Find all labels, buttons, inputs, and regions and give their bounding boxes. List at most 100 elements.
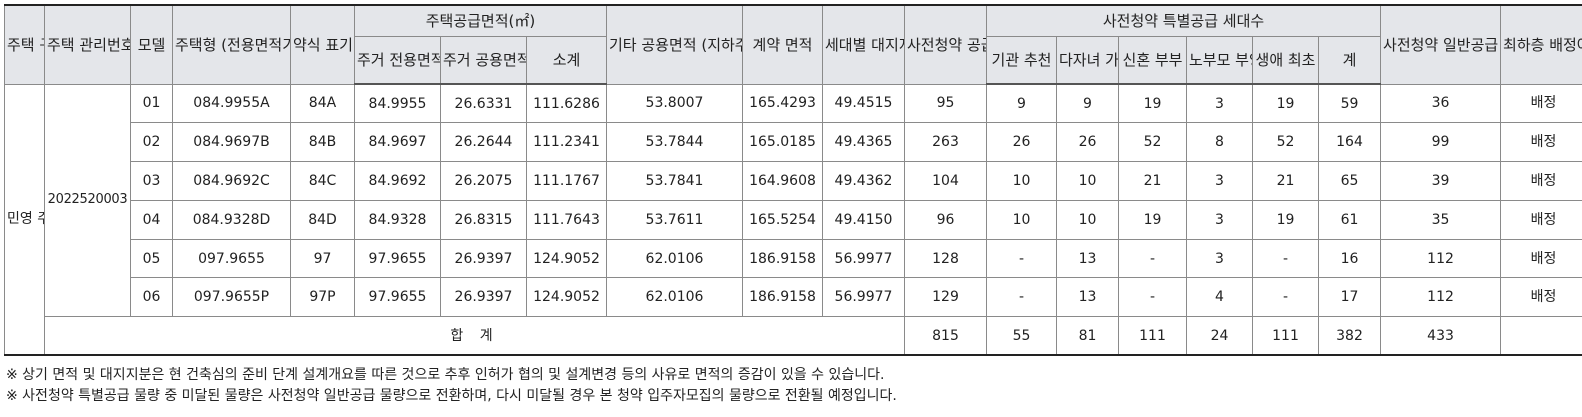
agency-cell: 10 bbox=[986, 199, 1057, 240]
footnotes: ※ 상기 면적 및 대지지분은 현 건축심의 준비 단계 설계개요를 따른 것으… bbox=[6, 365, 897, 407]
col-abbr: 약식 표기 bbox=[290, 4, 355, 85]
general-cell: 35 bbox=[1380, 199, 1502, 240]
col-lowest-floor: 최하층 배정여부 bbox=[1500, 4, 1582, 85]
total-agency: 55 bbox=[986, 316, 1057, 356]
col-subtotal: 소계 bbox=[526, 35, 607, 85]
contract-cell: 165.0185 bbox=[742, 122, 823, 163]
multi-cell: 13 bbox=[1056, 238, 1119, 279]
excl-cell: 84.9328 bbox=[354, 199, 441, 240]
newlywed-cell: 19 bbox=[1118, 199, 1187, 240]
col-housing-type: 주택 구분 bbox=[4, 4, 45, 85]
agency-cell: 26 bbox=[986, 122, 1057, 163]
col-pre-supply: 사전청약 공급 세대수 bbox=[904, 4, 987, 85]
other-cell: 53.7611 bbox=[606, 199, 743, 240]
supply-cell: 104 bbox=[904, 161, 987, 201]
abbr-cell: 84C bbox=[290, 161, 355, 201]
sum-cell: 16 bbox=[1317, 238, 1382, 279]
agency-cell: - bbox=[986, 277, 1057, 318]
supply-cell: 129 bbox=[904, 277, 987, 318]
model-cell: 02 bbox=[130, 122, 173, 163]
col-newlywed: 신혼 부부 bbox=[1118, 35, 1187, 85]
model-cell: 01 bbox=[130, 83, 173, 124]
general-cell: 36 bbox=[1380, 83, 1502, 124]
general-cell: 112 bbox=[1380, 277, 1502, 318]
common-cell: 26.8315 bbox=[440, 199, 527, 240]
supply-cell: 128 bbox=[904, 238, 987, 279]
lowest-cell: 배정 bbox=[1500, 277, 1582, 318]
lowest-cell: 배정 bbox=[1500, 199, 1582, 240]
form-cell: 084.9692C bbox=[172, 161, 291, 201]
supply-cell: 96 bbox=[904, 199, 987, 240]
abbr-cell: 84B bbox=[290, 122, 355, 163]
col-res-exclusive: 주거 전용면적 bbox=[354, 35, 441, 85]
form-cell: 097.9655P bbox=[172, 277, 291, 318]
sum-cell: 17 bbox=[1317, 277, 1382, 318]
elderly-cell: 3 bbox=[1186, 238, 1253, 279]
total-supply: 815 bbox=[904, 316, 987, 356]
total-sum: 382 bbox=[1317, 316, 1382, 356]
elderly-cell: 3 bbox=[1186, 199, 1253, 240]
col-supply-area: 주택공급면적(㎡) bbox=[354, 4, 607, 37]
form-cell: 097.9655 bbox=[172, 238, 291, 279]
supply-cell: 95 bbox=[904, 83, 987, 124]
col-general-supply: 사전청약 일반공급 세대수 bbox=[1380, 4, 1502, 85]
col-contract-area: 계약 면적 bbox=[742, 4, 823, 85]
land-cell: 56.9977 bbox=[822, 277, 905, 318]
col-agency: 기관 추천 bbox=[986, 35, 1057, 85]
total-label: 합 계 bbox=[44, 316, 905, 356]
table-row: 05 097.9655 97 97.9655 26.9397 124.9052 … bbox=[5, 238, 1582, 279]
newlywed-cell: 21 bbox=[1118, 161, 1187, 201]
newlywed-cell: - bbox=[1118, 238, 1187, 279]
multi-cell: 10 bbox=[1056, 199, 1119, 240]
total-elderly: 24 bbox=[1186, 316, 1253, 356]
subtotal-cell: 111.7643 bbox=[526, 199, 607, 240]
multi-cell: 10 bbox=[1056, 161, 1119, 201]
col-elderly: 노부모 부양 bbox=[1186, 35, 1253, 85]
contract-cell: 164.9608 bbox=[742, 161, 823, 201]
common-cell: 26.2075 bbox=[440, 161, 527, 201]
land-cell: 49.4150 bbox=[822, 199, 905, 240]
col-multi-child: 다자녀 가구 bbox=[1056, 35, 1119, 85]
first-cell: - bbox=[1252, 238, 1319, 279]
subtotal-cell: 111.2341 bbox=[526, 122, 607, 163]
form-cell: 084.9328D bbox=[172, 199, 291, 240]
multi-cell: 9 bbox=[1056, 83, 1119, 124]
col-housing-form: 주택형 (전용면적기준) bbox=[172, 4, 291, 85]
lowest-cell: 배정 bbox=[1500, 122, 1582, 163]
other-cell: 53.8007 bbox=[606, 83, 743, 124]
excl-cell: 84.9692 bbox=[354, 161, 441, 201]
general-cell: 99 bbox=[1380, 122, 1502, 163]
col-special-supply: 사전청약 특별공급 세대수 bbox=[985, 4, 1382, 37]
footnote: ※ 상기 면적 및 대지지분은 현 건축심의 준비 단계 설계개요를 따른 것으… bbox=[6, 367, 885, 383]
common-cell: 26.9397 bbox=[440, 238, 527, 279]
land-cell: 49.4362 bbox=[822, 161, 905, 201]
col-first-time: 생애 최초 bbox=[1252, 35, 1319, 85]
general-cell: 112 bbox=[1380, 238, 1502, 279]
lowest-cell: 배정 bbox=[1500, 161, 1582, 201]
newlywed-cell: - bbox=[1118, 277, 1187, 318]
subtotal-cell: 111.1767 bbox=[526, 161, 607, 201]
sum-cell: 164 bbox=[1317, 122, 1382, 163]
lowest-cell: 배정 bbox=[1500, 238, 1582, 279]
contract-cell: 186.9158 bbox=[742, 277, 823, 318]
subtotal-cell: 111.6286 bbox=[526, 83, 607, 124]
table-row: 민영 주택 2022520003 01 084.9955A 84A 84.995… bbox=[4, 83, 1582, 356]
housing-type-cell: 민영 주택 bbox=[4, 83, 45, 356]
col-sum: 계 bbox=[1317, 35, 1382, 85]
total-newlywed: 111 bbox=[1118, 316, 1187, 356]
land-cell: 49.4515 bbox=[822, 83, 905, 124]
total-general: 433 bbox=[1380, 316, 1502, 356]
multi-cell: 26 bbox=[1056, 122, 1119, 163]
subtotal-cell: 124.9052 bbox=[526, 277, 607, 318]
other-cell: 62.0106 bbox=[606, 277, 743, 318]
total-lowest bbox=[1500, 316, 1582, 356]
excl-cell: 84.9697 bbox=[354, 122, 441, 163]
total-multi: 81 bbox=[1056, 316, 1119, 356]
abbr-cell: 84A bbox=[290, 83, 355, 124]
other-cell: 53.7844 bbox=[606, 122, 743, 163]
elderly-cell: 8 bbox=[1186, 122, 1253, 163]
table-row: 02 084.9697B 84B 84.9697 26.2644 111.234… bbox=[5, 122, 1582, 163]
common-cell: 26.6331 bbox=[440, 83, 527, 124]
contract-cell: 186.9158 bbox=[742, 238, 823, 279]
lowest-cell: 배정 bbox=[1500, 83, 1582, 124]
